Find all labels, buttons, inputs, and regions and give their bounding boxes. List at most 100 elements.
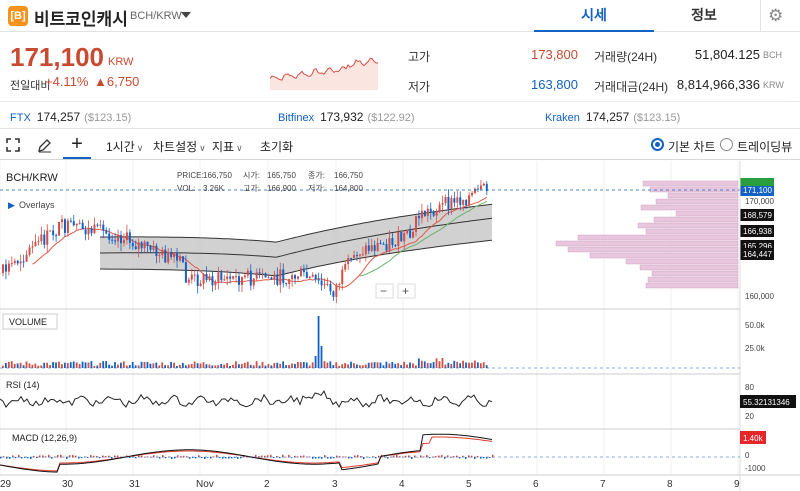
volume-bar <box>438 361 441 368</box>
candle <box>338 284 341 286</box>
coin-pair[interactable]: BCH/KRW <box>130 10 182 22</box>
pencil-icon[interactable] <box>37 138 52 153</box>
macd-bar <box>105 455 107 458</box>
zoom-out-label: − <box>380 284 387 298</box>
price-tag <box>740 248 774 260</box>
macd-bar <box>393 455 395 458</box>
candle <box>134 246 137 250</box>
macd-bar <box>171 457 173 460</box>
candle <box>403 233 406 242</box>
candle <box>22 261 25 263</box>
overlays-toggle[interactable]: Overlays <box>19 200 55 210</box>
volume-bar <box>479 363 482 368</box>
ohlc-low: 164,800 <box>334 184 363 193</box>
gear-icon[interactable]: ⚙ <box>768 6 784 25</box>
candle <box>376 242 379 251</box>
macd-bar <box>474 457 476 459</box>
macd-bar <box>297 456 299 458</box>
candle <box>196 274 199 286</box>
volume-bar <box>308 365 311 368</box>
zoom-in-button[interactable] <box>397 283 416 299</box>
tradingview-radio[interactable] <box>720 138 733 151</box>
tab-info[interactable]: 정보 <box>691 7 717 23</box>
volume-bar <box>164 365 167 368</box>
basic-chart-radio[interactable] <box>651 138 664 151</box>
volume-bar <box>2 365 4 368</box>
volume-bar <box>122 361 125 368</box>
macd-bar <box>255 454 257 458</box>
reset-button[interactable]: 초기화 <box>260 140 294 154</box>
candle <box>40 234 43 242</box>
chevron-down-icon[interactable] <box>181 12 191 18</box>
volume-label: 거래량(24H) <box>594 50 658 64</box>
candle <box>176 252 179 261</box>
volume-bar <box>394 363 397 368</box>
overlays-caret-icon[interactable]: ▶ <box>8 200 15 210</box>
macd-bar <box>75 455 77 458</box>
interval-select[interactable]: 1시간 ∨ <box>106 138 143 155</box>
candle <box>267 277 270 279</box>
candle <box>164 249 167 263</box>
candle <box>453 198 456 203</box>
macd-bar <box>405 455 407 458</box>
volume-bar <box>205 364 208 368</box>
volume-bar <box>55 362 57 368</box>
volume-bar <box>252 365 255 368</box>
candle <box>179 256 181 261</box>
volume-bar <box>13 363 16 368</box>
macd-bar <box>36 457 38 459</box>
chart-settings-button[interactable]: 차트설정 ∨ <box>153 138 206 155</box>
volume-bar <box>273 363 276 368</box>
fullscreen-icon[interactable] <box>6 138 20 152</box>
volume-bar <box>184 365 187 368</box>
candle <box>102 224 105 231</box>
candle <box>438 204 441 212</box>
macd-bar <box>417 456 419 458</box>
volume-profile-bar <box>589 252 739 259</box>
candle <box>305 272 308 278</box>
exchange-bitfinex[interactable]: Bitfinex 173,932 ($122.92) <box>278 110 415 124</box>
volume-bar <box>102 361 105 368</box>
x-axis-tick: 3 <box>332 479 338 490</box>
candle <box>105 230 108 234</box>
candle <box>125 232 128 241</box>
volume-bar <box>43 362 46 368</box>
volume-profile-bar <box>555 240 739 247</box>
top-header: [B] 비트코인캐시 BCH/KRW 시세 정보 ⚙ <box>0 0 800 32</box>
volume-bar <box>211 365 214 368</box>
exchange-name: Bitfinex <box>278 112 315 124</box>
price-chart[interactable]: BCH/KRW ▶ Overlays PRICE: 166,750 시가: 16… <box>0 161 800 491</box>
candle <box>108 233 111 240</box>
basic-chart-label[interactable]: 기본 차트 <box>668 140 716 154</box>
candle <box>99 224 102 226</box>
exchange-kraken[interactable]: Kraken 174,257 ($123.15) <box>545 110 680 124</box>
exchange-ftx[interactable]: FTX 174,257 ($123.15) <box>10 110 131 124</box>
macd-bar <box>465 457 467 460</box>
candle <box>173 252 176 258</box>
indicators-button[interactable]: 지표 ∨ <box>212 138 243 155</box>
volume-bar <box>220 364 223 368</box>
candle <box>13 260 16 264</box>
tab-market[interactable]: 시세 <box>534 0 654 32</box>
candle <box>66 220 69 233</box>
macd-bar <box>21 457 23 459</box>
tradingview-label[interactable]: 트레이딩뷰 <box>737 140 793 154</box>
candle <box>7 263 10 272</box>
coin-name[interactable]: 비트코인캐시 <box>34 10 128 29</box>
crosshair-icon[interactable]: + <box>63 134 91 159</box>
macd-bar <box>111 457 113 459</box>
x-axis-tick: 5 <box>466 479 472 490</box>
zoom-out-button[interactable] <box>375 283 394 299</box>
volume-bar <box>137 365 140 368</box>
volume-bar <box>226 363 228 368</box>
candle <box>462 199 465 205</box>
ohlc-low-label: 저가: <box>308 184 325 193</box>
candle <box>474 188 476 193</box>
volume-bar <box>409 362 411 368</box>
macd-bar <box>213 456 215 458</box>
change-percent: +4.11% <box>45 74 89 89</box>
price-tick: 170,000 <box>745 197 774 206</box>
volume-bar <box>63 362 66 368</box>
macd-bar <box>291 457 293 458</box>
volume-pane-label-box <box>2 313 58 330</box>
